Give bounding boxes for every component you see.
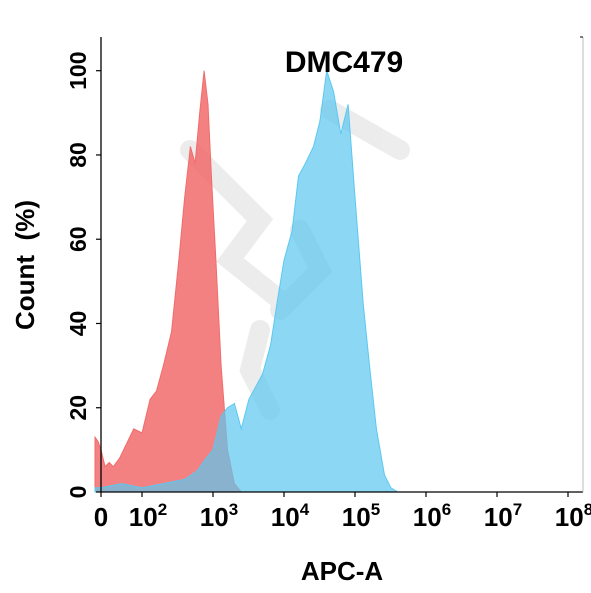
x-axis-label: APC-A [301,556,384,586]
x-tick-label: 104 [271,500,310,532]
y-tick-label: 40 [65,311,91,337]
x-tick-label: 102 [129,500,167,532]
histogram-areas [94,70,400,493]
x-tick-label: 107 [484,500,522,532]
x-ticks: 0 102 103 104 105 106 107 108 [94,492,591,532]
series-area-1 [94,70,243,493]
y-ticks: 0 20 40 60 80 100 [65,52,101,499]
y-tick-label: 20 [65,395,91,421]
y-tick-label: 60 [65,226,91,252]
x-tick-label: 103 [200,500,238,532]
x-tick-label: 105 [342,500,380,532]
x-tick-label: 0 [94,502,108,532]
x-tick-label: 106 [413,500,451,532]
series-area-2 [94,70,400,493]
y-tick-label: 0 [65,486,91,499]
y-tick-label: 100 [65,52,91,90]
x-tick-label: 108 [555,500,591,532]
chart-title: DMC479 [285,46,403,79]
y-tick-label: 80 [65,142,91,168]
y-axis-label: Count (%) [10,200,40,330]
